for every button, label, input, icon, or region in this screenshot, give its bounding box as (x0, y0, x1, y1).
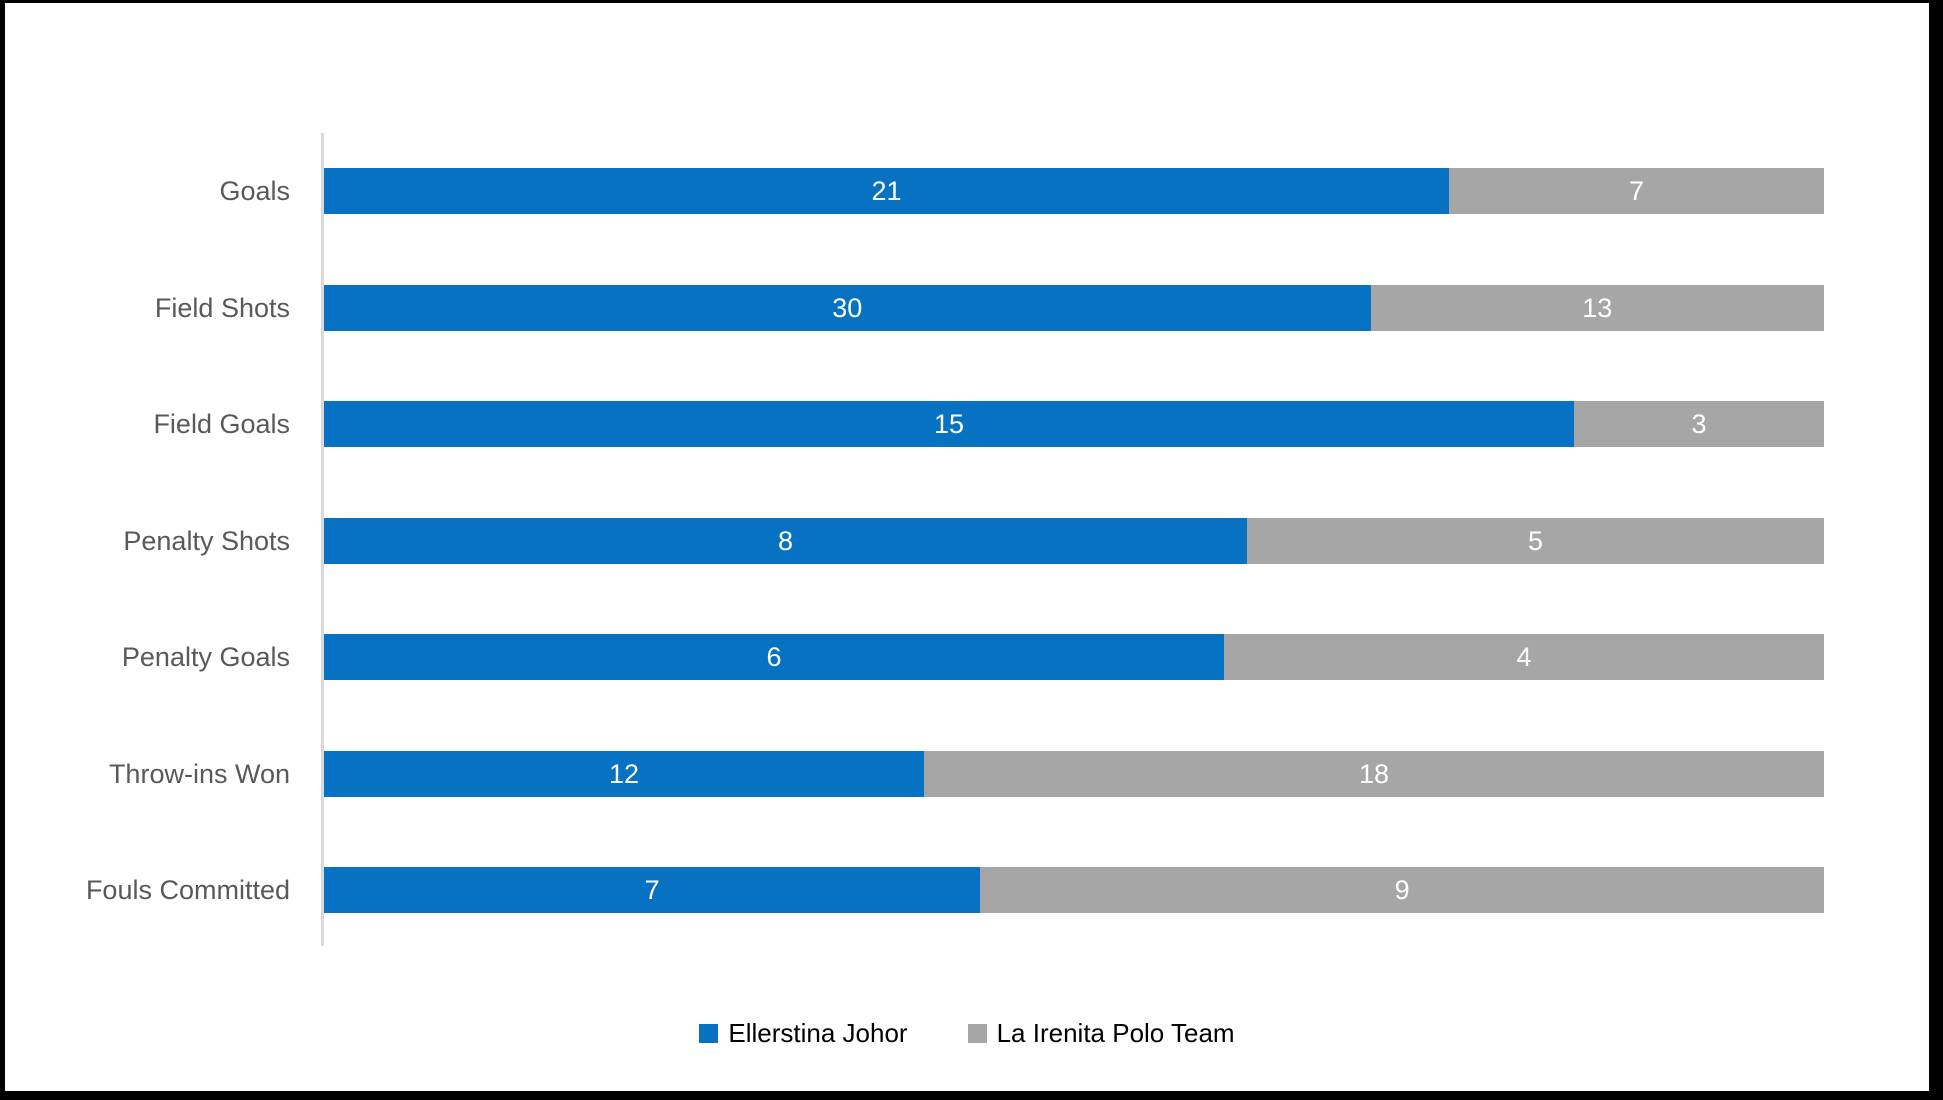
value-label: 12 (608, 758, 640, 789)
bar-row-penalty-shots: Penalty Shots 8 5 (5, 518, 1929, 564)
bar-segment-la-irenita-polo-team: 3 (1574, 401, 1824, 447)
value-label: 18 (1358, 758, 1390, 789)
value-label: 13 (1582, 292, 1613, 323)
stacked-bar-field-goals: 15 3 (324, 401, 1824, 447)
stacked-bar-goals: 21 7 (324, 168, 1824, 214)
legend-label: La Irenita Polo Team (996, 1017, 1235, 1048)
value-label: 30 (832, 292, 863, 323)
bar-row-field-goals: Field Goals 15 3 (5, 401, 1929, 447)
value-label: 3 (1691, 408, 1707, 439)
bar-row-fouls-committed: Fouls Committed 7 9 (5, 867, 1929, 913)
category-label-field-goals: Field Goals (153, 409, 290, 439)
category-label-throw-ins-won: Throw-ins Won (108, 759, 290, 789)
category-label-fouls-committed: Fouls Committed (85, 875, 290, 905)
value-label: 21 (871, 175, 902, 206)
value-label: 4 (1516, 641, 1532, 672)
legend-label: Ellerstina Johor (728, 1017, 908, 1048)
value-label: 9 (1394, 874, 1410, 905)
bar-row-field-shots: Field Shots 30 13 (5, 285, 1929, 331)
value-label: 7 (1628, 175, 1645, 206)
category-label-penalty-goals: Penalty Goals (121, 642, 290, 672)
value-label: 8 (778, 525, 794, 556)
category-label-field-shots: Field Shots (154, 293, 290, 323)
bar-row-throw-ins-won: Throw-ins Won 12 18 (5, 751, 1929, 797)
bar-row-goals: Goals 21 7 (5, 168, 1929, 214)
bar-segment-la-irenita-polo-team: 4 (1224, 634, 1824, 680)
bar-segment-la-irenita-polo-team: 7 (1449, 168, 1824, 214)
bar-segment-ellerstina-johor: 21 (324, 168, 1449, 214)
value-label: 6 (766, 641, 782, 672)
legend-swatch-icon (967, 1023, 987, 1043)
bar-segment-ellerstina-johor: 6 (324, 634, 1224, 680)
value-label: 5 (1528, 525, 1544, 556)
bar-segment-ellerstina-johor: 15 (324, 401, 1574, 447)
category-label-goals: Goals (219, 176, 290, 206)
bar-segment-ellerstina-johor: 7 (324, 867, 981, 913)
legend: Ellerstina Johor La Irenita Polo Team (5, 1011, 1929, 1055)
bar-segment-la-irenita-polo-team: 13 (1370, 285, 1824, 331)
bar-segment-ellerstina-johor: 12 (324, 751, 924, 797)
category-axis-line (321, 133, 324, 946)
stacked-bar-throw-ins-won: 12 18 (324, 751, 1824, 797)
bar-segment-la-irenita-polo-team: 9 (980, 867, 1824, 913)
value-label: 7 (644, 874, 660, 905)
bar-segment-ellerstina-johor: 30 (324, 285, 1371, 331)
bar-segment-ellerstina-johor: 8 (324, 518, 1248, 564)
legend-item-la-irenita-polo-team: La Irenita Polo Team (967, 1017, 1235, 1049)
stacked-bar-field-shots: 30 13 (324, 285, 1824, 331)
value-label: 15 (933, 408, 965, 439)
legend-swatch-icon (699, 1023, 719, 1043)
category-label-penalty-shots: Penalty Shots (123, 526, 290, 556)
legend-item-ellerstina-johor: Ellerstina Johor (699, 1017, 908, 1049)
bar-segment-la-irenita-polo-team: 18 (924, 751, 1824, 797)
bar-segment-la-irenita-polo-team: 5 (1247, 518, 1824, 564)
plot-area: Goals 21 7 Field Shots 30 13 Field Goals 15 3 Pen… (5, 3, 1929, 1091)
bar-row-penalty-goals: Penalty Goals 6 4 (5, 634, 1929, 680)
